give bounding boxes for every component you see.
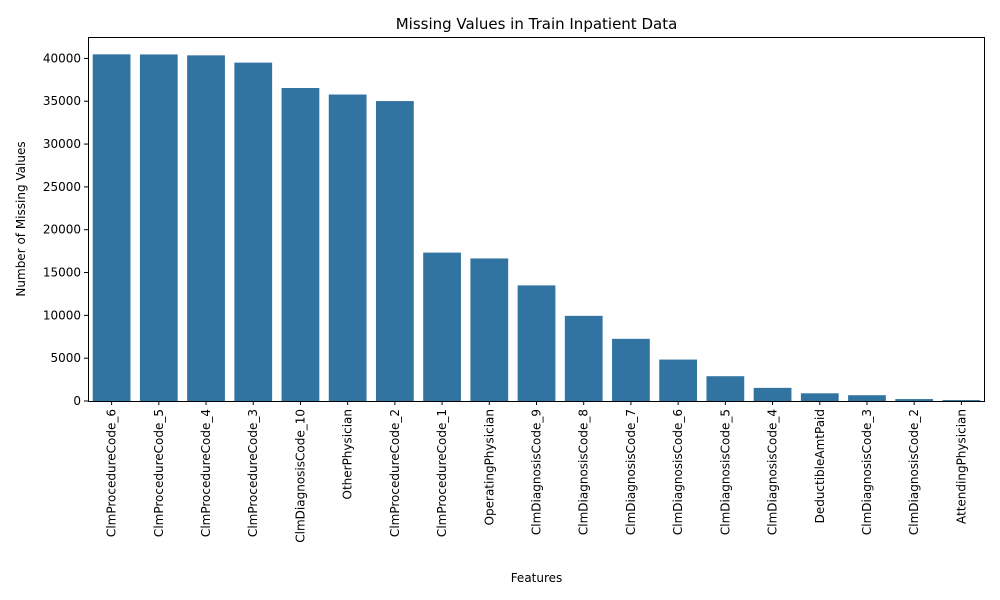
- x-tick-label: OperatingPhysician: [482, 409, 496, 525]
- y-axis-label: Number of Missing Values: [14, 141, 28, 296]
- x-tick-label: DeductibleAmtPaid: [813, 409, 827, 523]
- x-tick-label: ClmDiagnosisCode_5: [718, 409, 732, 535]
- bar-ClmDiagnosisCode_5: [706, 376, 745, 401]
- bar-ClmProcedureCode_6: [92, 54, 131, 401]
- bar-ClmDiagnosisCode_10: [281, 87, 320, 402]
- y-tick-label: 35000: [43, 94, 81, 108]
- bar-ClmDiagnosisCode_8: [564, 315, 603, 401]
- x-tick-label: ClmProcedureCode_3: [246, 409, 260, 537]
- x-tick-label: ClmDiagnosisCode_4: [766, 409, 780, 535]
- bar-OperatingPhysician: [470, 258, 509, 401]
- bars-group: [92, 54, 981, 402]
- bar-ClmProcedureCode_3: [234, 62, 273, 402]
- bar-ClmProcedureCode_4: [187, 55, 225, 401]
- y-tick-label: 15000: [43, 266, 81, 280]
- chart-title: Missing Values in Train Inpatient Data: [396, 15, 678, 33]
- bar-ClmDiagnosisCode_9: [517, 285, 556, 401]
- x-axis-ticks: ClmProcedureCode_6 ClmProcedureCode_5 ClmP…: [105, 401, 968, 543]
- bar-ClmProcedureCode_2: [375, 101, 414, 401]
- bar-DeductibleAmtPaid: [800, 393, 839, 401]
- bar-ClmDiagnosisCode_4: [753, 387, 792, 401]
- y-tick-label: 5000: [50, 351, 81, 365]
- x-tick-label: ClmDiagnosisCode_7: [624, 409, 638, 535]
- bar-ClmDiagnosisCode_3: [848, 395, 886, 401]
- x-tick-label: ClmDiagnosisCode_10: [293, 409, 307, 543]
- y-tick-label: 40000: [43, 51, 81, 65]
- x-tick-label: ClmDiagnosisCode_9: [530, 409, 544, 535]
- y-tick-label: 0: [73, 394, 81, 408]
- bar-AttendingPhysician: [942, 400, 981, 401]
- bar-ClmDiagnosisCode_2: [895, 399, 934, 401]
- x-tick-label: OtherPhysician: [341, 409, 355, 500]
- x-tick-label: ClmProcedureCode_1: [435, 409, 449, 537]
- x-tick-label: ClmDiagnosisCode_8: [577, 409, 591, 535]
- bar-ClmProcedureCode_1: [423, 252, 461, 401]
- y-tick-label: 20000: [43, 223, 81, 237]
- bar-ClmDiagnosisCode_7: [612, 338, 650, 401]
- x-tick-label: AttendingPhysician: [954, 409, 968, 524]
- bar-ClmDiagnosisCode_6: [659, 359, 698, 401]
- y-tick-label: 10000: [43, 308, 81, 322]
- x-tick-label: ClmProcedureCode_4: [199, 409, 213, 537]
- x-tick-label: ClmDiagnosisCode_6: [671, 409, 685, 535]
- x-tick-label: ClmProcedureCode_6: [105, 409, 119, 537]
- x-tick-label: ClmDiagnosisCode_2: [907, 409, 921, 535]
- y-tick-label: 30000: [43, 137, 81, 151]
- bar-OtherPhysician: [328, 94, 367, 402]
- x-tick-label: ClmDiagnosisCode_3: [860, 409, 874, 535]
- y-tick-label: 25000: [43, 180, 81, 194]
- y-axis-ticks: 0 5000 10000 15000 20000 25000 30000 35000 40000: [43, 51, 88, 408]
- x-axis-label: Features: [511, 571, 563, 585]
- x-tick-label: ClmProcedureCode_5: [152, 409, 166, 537]
- bar-ClmProcedureCode_5: [139, 54, 178, 402]
- x-tick-label: ClmProcedureCode_2: [388, 409, 402, 537]
